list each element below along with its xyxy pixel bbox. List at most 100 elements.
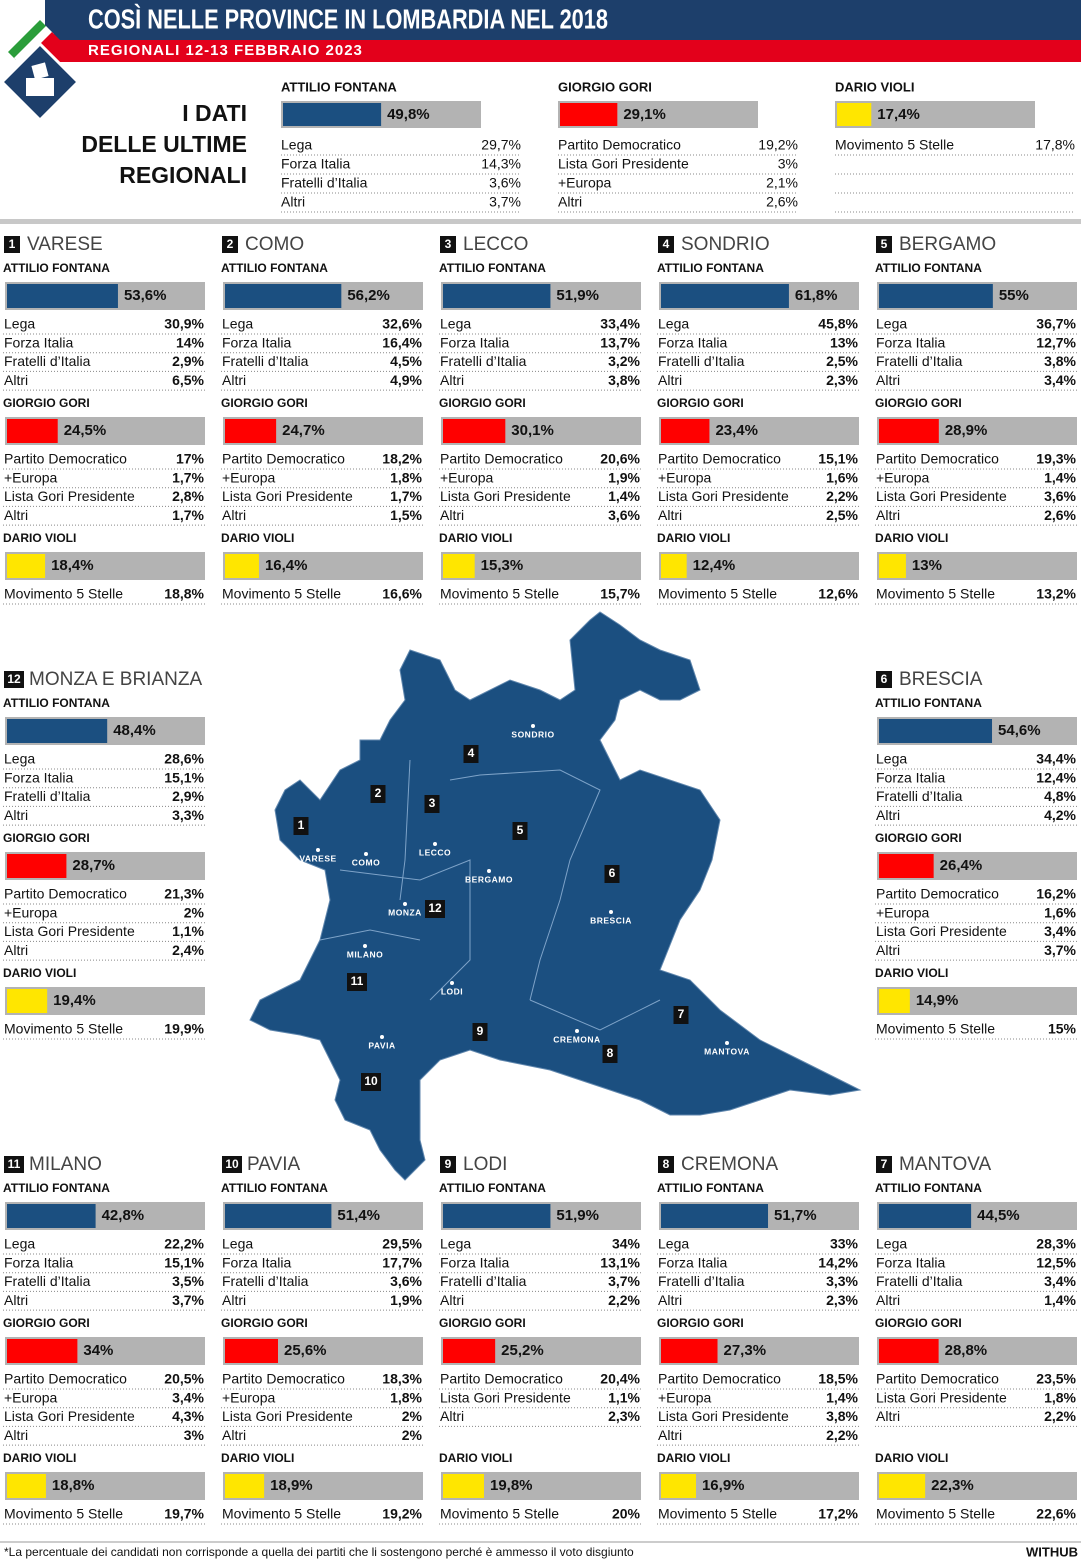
party-name: Partito Democratico [440,451,563,467]
party-value: 17,8% [1035,137,1075,153]
bar [879,419,939,443]
title: COSÌ NELLE PROVINCE IN LOMBARDIA NEL 201… [88,3,608,34]
province-number: 12 [7,672,21,686]
bar [661,554,687,578]
party-value: 1,7% [390,488,422,504]
party-name: Altri [440,1292,464,1308]
party-name: Altri [876,1292,900,1308]
party-value: 16,2% [1036,886,1076,902]
party-value: 12,7% [1036,334,1076,350]
party-name: Forza Italia [222,334,291,350]
bar-label: 25,6% [284,1342,327,1359]
party-value: 15,7% [600,586,640,602]
candidate-name: ATTILIO FONTANA [439,261,546,275]
party-name: Movimento 5 Stelle [4,1021,123,1037]
party-value: 1,8% [390,1389,422,1405]
separator [0,219,1081,224]
province-name: MILANO [29,1154,102,1175]
bar [879,1339,939,1363]
city-name: SONDRIO [511,729,554,739]
party-value: 2% [402,1427,423,1443]
party-value: 13% [830,334,859,350]
bar [879,554,906,578]
party-name: Altri [4,1292,28,1308]
number-badge [876,236,892,253]
city-dot [450,981,454,985]
party-value: 32,6% [382,316,422,332]
bar-label: 26,4% [940,857,983,874]
party-name: +Europa [4,1389,58,1405]
party-value: 36,7% [1036,316,1076,332]
candidate-name: GIORGIO GORI [439,396,526,410]
party-value: 1,6% [826,469,858,485]
party-name: Forza Italia [222,1254,291,1270]
province-name: LODI [463,1154,507,1175]
party-name: Forza Italia [876,334,945,350]
province-number: 3 [445,237,452,251]
party-name: Partito Democratico [440,1371,563,1387]
city-dot [433,842,437,846]
party-name: Altri [4,807,28,823]
subtitle: REGIONALI 12-13 FEBBRAIO 2023 [88,42,363,59]
party-value: 3,4% [1044,1273,1076,1289]
party-value: 15,1% [818,451,858,467]
map-marker-number: 3 [429,796,436,810]
party-name: Lega [4,316,35,332]
province-number: 4 [663,237,670,251]
party-name: Lista Gori Presidente [4,488,135,504]
party-name: Altri [658,1292,682,1308]
party-value: 29,7% [481,137,521,153]
party-name: Fratelli d’Italia [876,1273,963,1289]
party-name: Lega [658,1236,689,1252]
party-value: 33% [830,1236,859,1252]
party-value: 28,6% [164,751,204,767]
party-name: Forza Italia [658,334,727,350]
city-dot [364,852,368,856]
bar [443,1204,551,1228]
party-name: Partito Democratico [876,451,999,467]
party-value: 3,7% [489,194,521,210]
party-name: Partito Democratico [4,886,127,902]
bar [7,1204,96,1228]
map-marker [604,865,620,883]
party-value: 2,9% [172,788,204,804]
province-name: SONDRIO [681,234,770,255]
party-value: 3,6% [489,175,521,191]
bar [661,284,789,308]
bar-label: 19,4% [53,992,96,1009]
bar-track [877,552,1077,580]
bar-label: 18,9% [270,1477,313,1494]
party-name: Lista Gori Presidente [876,488,1007,504]
candidate-name: DARIO VIOLI [835,79,914,94]
party-name: Lega [876,1236,907,1252]
candidate-name: DARIO VIOLI [875,966,948,980]
party-name: Fratelli d’Italia [4,1273,91,1289]
party-value: 18,5% [818,1371,858,1387]
bar [225,1339,278,1363]
bar-label: 14,9% [916,992,959,1009]
bar [443,1474,484,1498]
bar [7,989,48,1013]
candidate-name: GIORGIO GORI [3,1316,90,1330]
party-name: Fratelli d’Italia [440,353,527,369]
party-value: 18,8% [164,586,204,602]
bar-label: 24,5% [64,422,107,439]
province-number: 2 [227,237,234,251]
candidate-name: ATTILIO FONTANA [439,1181,546,1195]
province-name: CREMONA [681,1154,778,1175]
party-name: Movimento 5 Stelle [876,586,995,602]
city-name: COMO [352,857,380,867]
map-marker [472,1023,488,1041]
province-number: 1 [9,237,16,251]
party-value: 2,4% [172,942,204,958]
bar-label: 51,9% [556,1207,599,1224]
party-value: 19,2% [382,1506,422,1522]
bar [7,854,67,878]
lombardy-map [249,611,862,1181]
candidate-name: GIORGIO GORI [221,396,308,410]
party-name: Altri [4,372,28,388]
party-name: Movimento 5 Stelle [876,1021,995,1037]
city-name: LECCO [419,847,451,857]
party-name: Altri [222,372,246,388]
party-name: Altri [658,507,682,523]
